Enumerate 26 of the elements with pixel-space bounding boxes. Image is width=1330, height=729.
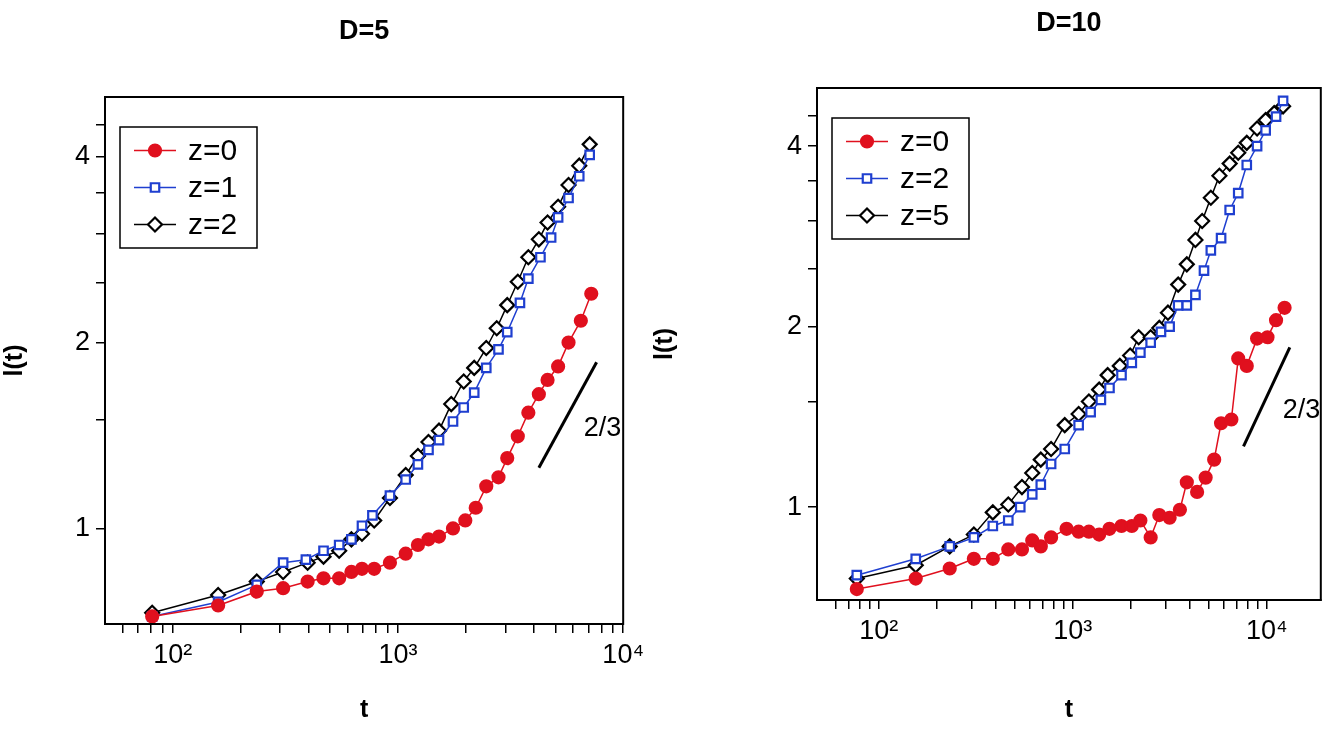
y-tick-label: 2 — [786, 310, 802, 341]
legend-label: z=2 — [900, 160, 950, 194]
x-tick-label: 10² — [859, 614, 899, 645]
x-tick-label: 10² — [153, 638, 193, 669]
x-axis-title: t — [1064, 693, 1074, 722]
y-tick-label: 4 — [74, 140, 90, 171]
y-axis-title: l(t) — [0, 344, 27, 377]
legend-label: z=2 — [188, 206, 238, 240]
legend-label: z=5 — [900, 197, 950, 231]
x-tick-label: 10³ — [1053, 614, 1093, 645]
x-tick-label: 10⁴ — [1245, 614, 1288, 645]
y-tick-label: 1 — [74, 511, 90, 542]
legend-label: z=0 — [188, 132, 238, 166]
x-tick-label: 10³ — [378, 638, 418, 669]
x-axis-title: t — [359, 693, 369, 722]
x-tick-label: 10⁴ — [602, 638, 644, 669]
chart-title: D=5 — [338, 15, 390, 46]
chart-title: D=10 — [1036, 7, 1102, 38]
annotation: 2/3 — [1282, 394, 1321, 425]
legend-label: z=1 — [188, 169, 238, 203]
y-tick-label: 4 — [786, 129, 802, 160]
y-tick-label: 2 — [74, 326, 90, 357]
y-axis-title: l(t) — [648, 328, 677, 360]
y-tick-label: 1 — [786, 490, 802, 521]
annotation: 2/3 — [583, 412, 622, 443]
legend-label: z=0 — [900, 123, 950, 157]
